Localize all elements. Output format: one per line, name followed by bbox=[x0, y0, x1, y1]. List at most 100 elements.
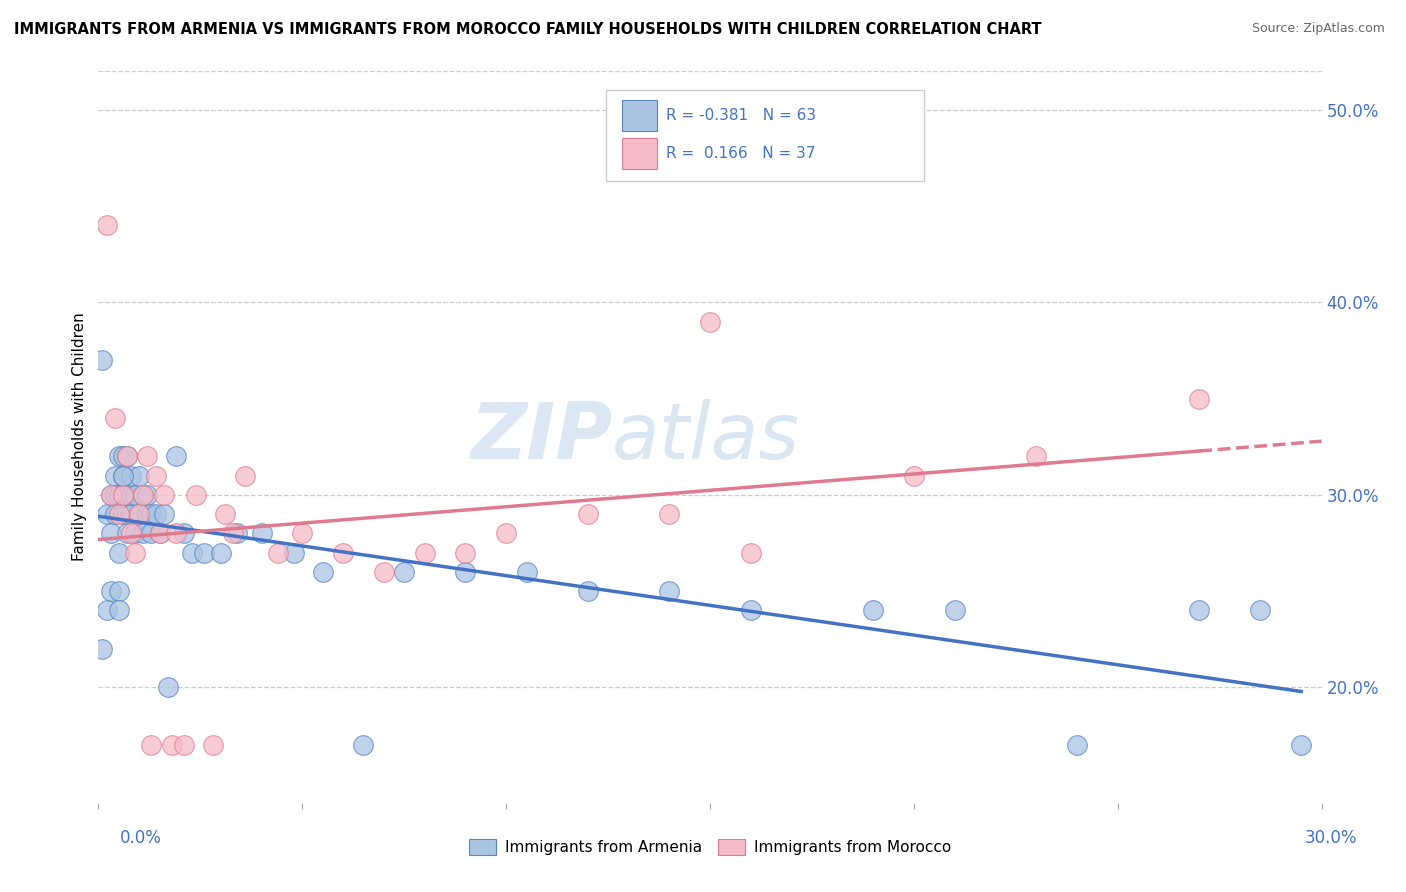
Point bbox=[214, 507, 236, 521]
Point bbox=[128, 507, 150, 521]
Point bbox=[115, 488, 138, 502]
Point bbox=[141, 526, 163, 541]
Point bbox=[173, 526, 195, 541]
Point bbox=[108, 488, 131, 502]
Point bbox=[132, 526, 155, 541]
Point bbox=[373, 565, 395, 579]
Point bbox=[658, 507, 681, 521]
Point bbox=[165, 526, 187, 541]
Point bbox=[124, 488, 146, 502]
Point bbox=[104, 507, 127, 521]
Point bbox=[145, 468, 167, 483]
Point bbox=[149, 526, 172, 541]
Point bbox=[100, 488, 122, 502]
Point bbox=[128, 468, 150, 483]
Point bbox=[136, 450, 159, 464]
Point bbox=[1025, 450, 1047, 464]
Point bbox=[111, 507, 134, 521]
Point bbox=[104, 488, 127, 502]
Point bbox=[120, 488, 142, 502]
Point bbox=[120, 507, 142, 521]
Point bbox=[201, 738, 224, 752]
Point bbox=[1188, 603, 1211, 617]
Point bbox=[267, 545, 290, 559]
Point bbox=[222, 526, 245, 541]
Point bbox=[165, 450, 187, 464]
Point bbox=[128, 507, 150, 521]
Point bbox=[576, 584, 599, 599]
Point bbox=[120, 468, 142, 483]
Point bbox=[332, 545, 354, 559]
Point bbox=[124, 526, 146, 541]
Text: ZIP: ZIP bbox=[470, 399, 612, 475]
Point bbox=[136, 488, 159, 502]
Point bbox=[120, 526, 142, 541]
Point bbox=[152, 488, 174, 502]
Point bbox=[141, 738, 163, 752]
Point bbox=[209, 545, 232, 559]
Point bbox=[658, 584, 681, 599]
Point bbox=[943, 603, 966, 617]
Point bbox=[193, 545, 215, 559]
Point bbox=[145, 507, 167, 521]
Point bbox=[576, 507, 599, 521]
FancyBboxPatch shape bbox=[606, 90, 924, 181]
Point bbox=[108, 507, 131, 521]
Point bbox=[312, 565, 335, 579]
Text: 0.0%: 0.0% bbox=[120, 829, 162, 847]
FancyBboxPatch shape bbox=[621, 100, 658, 131]
Point bbox=[96, 507, 118, 521]
Point bbox=[111, 468, 134, 483]
Point bbox=[186, 488, 208, 502]
Point bbox=[413, 545, 436, 559]
Point bbox=[862, 603, 884, 617]
Point bbox=[96, 603, 118, 617]
Point bbox=[156, 681, 179, 695]
Point bbox=[111, 488, 134, 502]
Point bbox=[173, 738, 195, 752]
Point bbox=[124, 545, 146, 559]
Point bbox=[1291, 738, 1313, 752]
Point bbox=[91, 641, 114, 656]
Point bbox=[454, 545, 477, 559]
Point bbox=[100, 584, 122, 599]
Point bbox=[132, 488, 155, 502]
Text: R = -0.381   N = 63: R = -0.381 N = 63 bbox=[666, 108, 815, 123]
Point bbox=[108, 603, 131, 617]
Text: IMMIGRANTS FROM ARMENIA VS IMMIGRANTS FROM MOROCCO FAMILY HOUSEHOLDS WITH CHILDR: IMMIGRANTS FROM ARMENIA VS IMMIGRANTS FR… bbox=[14, 22, 1042, 37]
Point bbox=[740, 545, 762, 559]
Point bbox=[108, 450, 131, 464]
Point bbox=[111, 468, 134, 483]
Point bbox=[115, 526, 138, 541]
Text: R =  0.166   N = 37: R = 0.166 N = 37 bbox=[666, 146, 815, 161]
Point bbox=[91, 353, 114, 368]
Point bbox=[149, 526, 172, 541]
Point bbox=[111, 488, 134, 502]
Point bbox=[1066, 738, 1088, 752]
Point bbox=[141, 507, 163, 521]
Point bbox=[115, 507, 138, 521]
Point bbox=[115, 450, 138, 464]
FancyBboxPatch shape bbox=[621, 138, 658, 169]
Point bbox=[100, 488, 122, 502]
Point bbox=[108, 584, 131, 599]
Point bbox=[1249, 603, 1271, 617]
Point bbox=[352, 738, 374, 752]
Point bbox=[104, 468, 127, 483]
Point bbox=[132, 488, 155, 502]
Point bbox=[699, 315, 721, 329]
Text: Source: ZipAtlas.com: Source: ZipAtlas.com bbox=[1251, 22, 1385, 36]
Point bbox=[115, 450, 138, 464]
Legend: Immigrants from Armenia, Immigrants from Morocco: Immigrants from Armenia, Immigrants from… bbox=[463, 833, 957, 861]
Point bbox=[100, 526, 122, 541]
Point bbox=[1188, 392, 1211, 406]
Text: 30.0%: 30.0% bbox=[1305, 829, 1357, 847]
Point bbox=[740, 603, 762, 617]
Point bbox=[181, 545, 204, 559]
Y-axis label: Family Households with Children: Family Households with Children bbox=[72, 313, 87, 561]
Point bbox=[160, 738, 183, 752]
Point bbox=[291, 526, 314, 541]
Point bbox=[454, 565, 477, 579]
Point bbox=[233, 468, 256, 483]
Point bbox=[136, 507, 159, 521]
